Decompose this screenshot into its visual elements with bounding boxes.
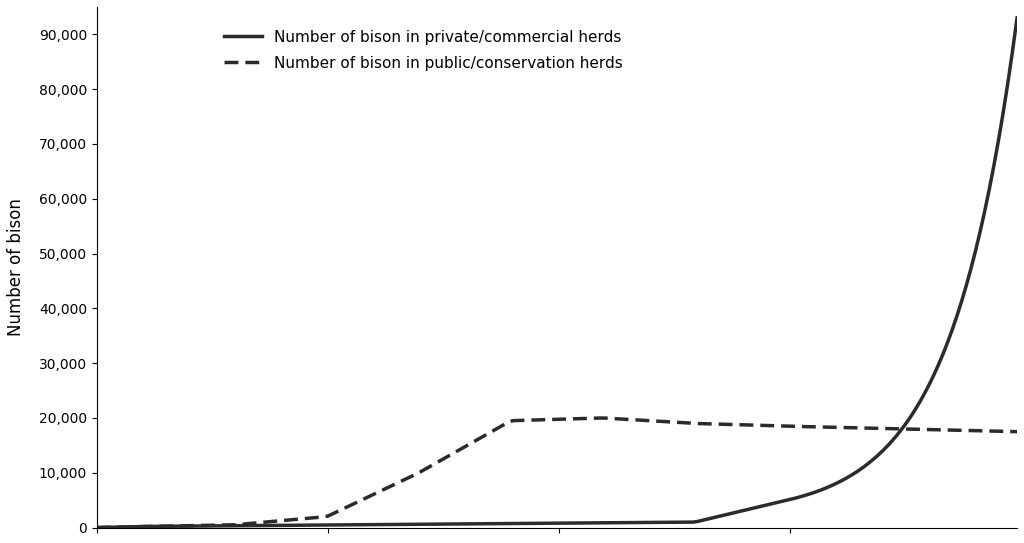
Number of bison in public/conservation herds bbox=[970, 427, 982, 434]
Number of bison in private/commercial herds bbox=[932, 362, 944, 368]
Number of bison in private/commercial herds bbox=[336, 522, 348, 528]
Line: Number of bison in public/conservation herds: Number of bison in public/conservation h… bbox=[97, 418, 1017, 528]
Number of bison in private/commercial herds bbox=[965, 266, 977, 273]
Number of bison in private/commercial herds bbox=[1011, 15, 1023, 21]
Number of bison in private/commercial herds bbox=[91, 525, 103, 531]
Number of bison in private/commercial herds bbox=[128, 523, 140, 530]
Y-axis label: Number of bison: Number of bison bbox=[7, 198, 25, 336]
Number of bison in private/commercial herds bbox=[146, 523, 159, 529]
Line: Number of bison in private/commercial herds: Number of bison in private/commercial he… bbox=[97, 18, 1017, 528]
Number of bison in public/conservation herds bbox=[146, 523, 159, 530]
Number of bison in public/conservation herds bbox=[336, 506, 348, 513]
Number of bison in public/conservation herds bbox=[91, 525, 103, 531]
Number of bison in public/conservation herds bbox=[937, 427, 949, 433]
Number of bison in private/commercial herds bbox=[262, 522, 274, 529]
Number of bison in public/conservation herds bbox=[128, 523, 140, 530]
Number of bison in public/conservation herds bbox=[595, 415, 607, 421]
Legend: Number of bison in private/commercial herds, Number of bison in public/conservat: Number of bison in private/commercial he… bbox=[224, 30, 624, 71]
Number of bison in public/conservation herds bbox=[262, 519, 274, 525]
Number of bison in public/conservation herds bbox=[1011, 428, 1023, 435]
